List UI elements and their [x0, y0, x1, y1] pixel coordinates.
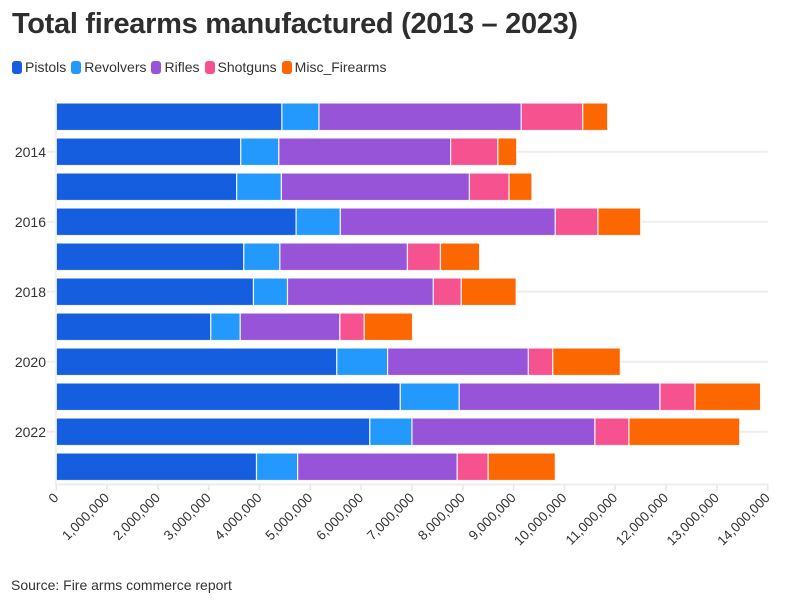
legend-item-pistols[interactable]: Pistols — [12, 59, 66, 75]
bar-segment-shotguns-2022[interactable] — [594, 417, 630, 447]
bar-segment-pistols-2021[interactable] — [55, 382, 401, 412]
bar-segment-pistols-2013[interactable] — [55, 102, 283, 132]
legend-swatch-shotguns — [204, 60, 215, 74]
x-tick-label: 5,000,000 — [262, 490, 315, 543]
x-tick-label: 3,000,000 — [161, 490, 214, 543]
legend-label-revolvers: Revolvers — [84, 59, 147, 75]
legend-label-pistols: Pistols — [25, 59, 67, 75]
bar-segment-pistols-2017[interactable] — [55, 242, 245, 272]
legend-swatch-pistols — [12, 60, 22, 74]
legend-label-shotguns: Shotguns — [217, 59, 277, 75]
x-tick-label: 11,000,000 — [563, 490, 621, 548]
legend-item-revolvers[interactable]: Revolvers — [71, 59, 146, 75]
bar-segment-revolvers-2022[interactable] — [369, 417, 413, 447]
bar-segment-shotguns-2019[interactable] — [339, 312, 365, 342]
bar-segment-shotguns-2013[interactable] — [520, 102, 584, 132]
bar-segment-revolvers-2019[interactable] — [210, 312, 241, 342]
y-tick-label: 2020 — [15, 354, 46, 370]
bar-segment-revolvers-2020[interactable] — [336, 347, 389, 377]
legend-item-shotguns[interactable]: Shotguns — [204, 59, 277, 75]
y-tick-label: 2022 — [15, 424, 46, 440]
x-tick-label: 1,000,000 — [59, 490, 112, 543]
x-tick-label: 9,000,000 — [466, 490, 519, 543]
x-tick-label: 10,000,000 — [511, 490, 569, 548]
x-tick-label: 12,000,000 — [613, 490, 671, 548]
bar-segment-rifles-2016[interactable] — [339, 207, 556, 237]
bar-segment-pistols-2016[interactable] — [55, 207, 297, 237]
bar-segment-revolvers-2023[interactable] — [255, 452, 299, 482]
chart-legend: Pistols Revolvers Rifles Shotguns Misc_F… — [12, 59, 391, 75]
chart-title: Total firearms manufactured (2013 – 2023… — [12, 8, 578, 40]
bar-segment-rifles-2018[interactable] — [286, 277, 434, 307]
bar-segment-rifles-2015[interactable] — [280, 172, 471, 202]
legend-swatch-revolvers — [71, 60, 82, 74]
bar-segment-shotguns-2018[interactable] — [432, 277, 462, 307]
legend-label-misc-firearms: Misc_Firearms — [294, 59, 387, 75]
bar-segment-revolvers-2014[interactable] — [240, 137, 280, 167]
x-tick-label: 0 — [46, 490, 62, 506]
bar-segment-misc-firearms-2017[interactable] — [439, 242, 481, 272]
x-tick-label: 14,000,000 — [714, 490, 772, 548]
bar-segment-misc-firearms-2013[interactable] — [582, 102, 609, 132]
source-note: Source: Fire arms commerce report — [11, 577, 232, 593]
bar-segment-rifles-2022[interactable] — [411, 417, 596, 447]
x-tick-label: 13,000,000 — [664, 490, 722, 548]
bar-segment-shotguns-2023[interactable] — [456, 452, 489, 482]
bar-segment-misc-firearms-2022[interactable] — [628, 417, 741, 447]
bar-segment-pistols-2018[interactable] — [55, 277, 255, 307]
bar-segment-pistols-2015[interactable] — [55, 172, 238, 202]
bar-segment-rifles-2019[interactable] — [239, 312, 341, 342]
x-tick-label: 8,000,000 — [415, 490, 468, 543]
bar-segment-pistols-2022[interactable] — [55, 417, 371, 447]
bar-segment-shotguns-2021[interactable] — [659, 382, 696, 412]
bar-segment-shotguns-2017[interactable] — [406, 242, 442, 272]
bar-segment-misc-firearms-2014[interactable] — [497, 137, 518, 167]
bar-segment-rifles-2020[interactable] — [387, 347, 529, 377]
y-tick-label: 2018 — [15, 284, 46, 300]
legend-label-rifles: Rifles — [164, 59, 200, 75]
bar-segment-rifles-2023[interactable] — [297, 452, 458, 482]
y-tick-label: 2014 — [15, 144, 46, 160]
bar-segment-rifles-2013[interactable] — [318, 102, 522, 132]
legend-swatch-rifles — [151, 60, 162, 74]
bar-segment-pistols-2023[interactable] — [55, 452, 258, 482]
bar-segment-revolvers-2018[interactable] — [252, 277, 289, 307]
bar-segment-revolvers-2013[interactable] — [281, 102, 320, 132]
bar-segment-shotguns-2014[interactable] — [450, 137, 499, 167]
bar-segment-misc-firearms-2016[interactable] — [597, 207, 642, 237]
bar-segment-revolvers-2015[interactable] — [236, 172, 283, 202]
bar-segment-rifles-2021[interactable] — [458, 382, 661, 412]
bar-layer — [55, 102, 762, 482]
bar-segment-revolvers-2017[interactable] — [243, 242, 281, 272]
bar-segment-shotguns-2015[interactable] — [468, 172, 510, 202]
bar-segment-shotguns-2016[interactable] — [554, 207, 599, 237]
legend-item-misc-firearms[interactable]: Misc_Firearms — [281, 59, 387, 75]
bar-segment-revolvers-2021[interactable] — [399, 382, 460, 412]
bar-segment-misc-firearms-2015[interactable] — [508, 172, 533, 202]
axis-layer: 2014 2016 2018 2020 2022 01,000,0002,000,0003… — [15, 144, 773, 549]
x-tick-label: 4,000,000 — [212, 490, 265, 543]
bar-segment-misc-firearms-2018[interactable] — [460, 277, 517, 307]
bar-segment-rifles-2014[interactable] — [278, 137, 452, 167]
bar-segment-pistols-2014[interactable] — [55, 137, 242, 167]
legend-swatch-misc-firearms — [281, 60, 292, 74]
bar-segment-misc-firearms-2021[interactable] — [694, 382, 762, 412]
bar-segment-revolvers-2016[interactable] — [295, 207, 341, 237]
bar-segment-pistols-2020[interactable] — [55, 347, 338, 377]
bar-segment-misc-firearms-2023[interactable] — [487, 452, 556, 482]
x-tick-label: 7,000,000 — [364, 490, 417, 543]
bar-segment-shotguns-2020[interactable] — [527, 347, 554, 377]
x-tick-label: 6,000,000 — [313, 490, 366, 543]
bar-segment-misc-firearms-2019[interactable] — [363, 312, 414, 342]
bar-segment-pistols-2019[interactable] — [55, 312, 212, 342]
bar-segment-misc-firearms-2020[interactable] — [552, 347, 621, 377]
legend-item-rifles[interactable]: Rifles — [151, 59, 200, 75]
bar-segment-rifles-2017[interactable] — [279, 242, 409, 272]
x-tick-label: 2,000,000 — [110, 490, 163, 543]
y-tick-label: 2016 — [15, 214, 46, 230]
